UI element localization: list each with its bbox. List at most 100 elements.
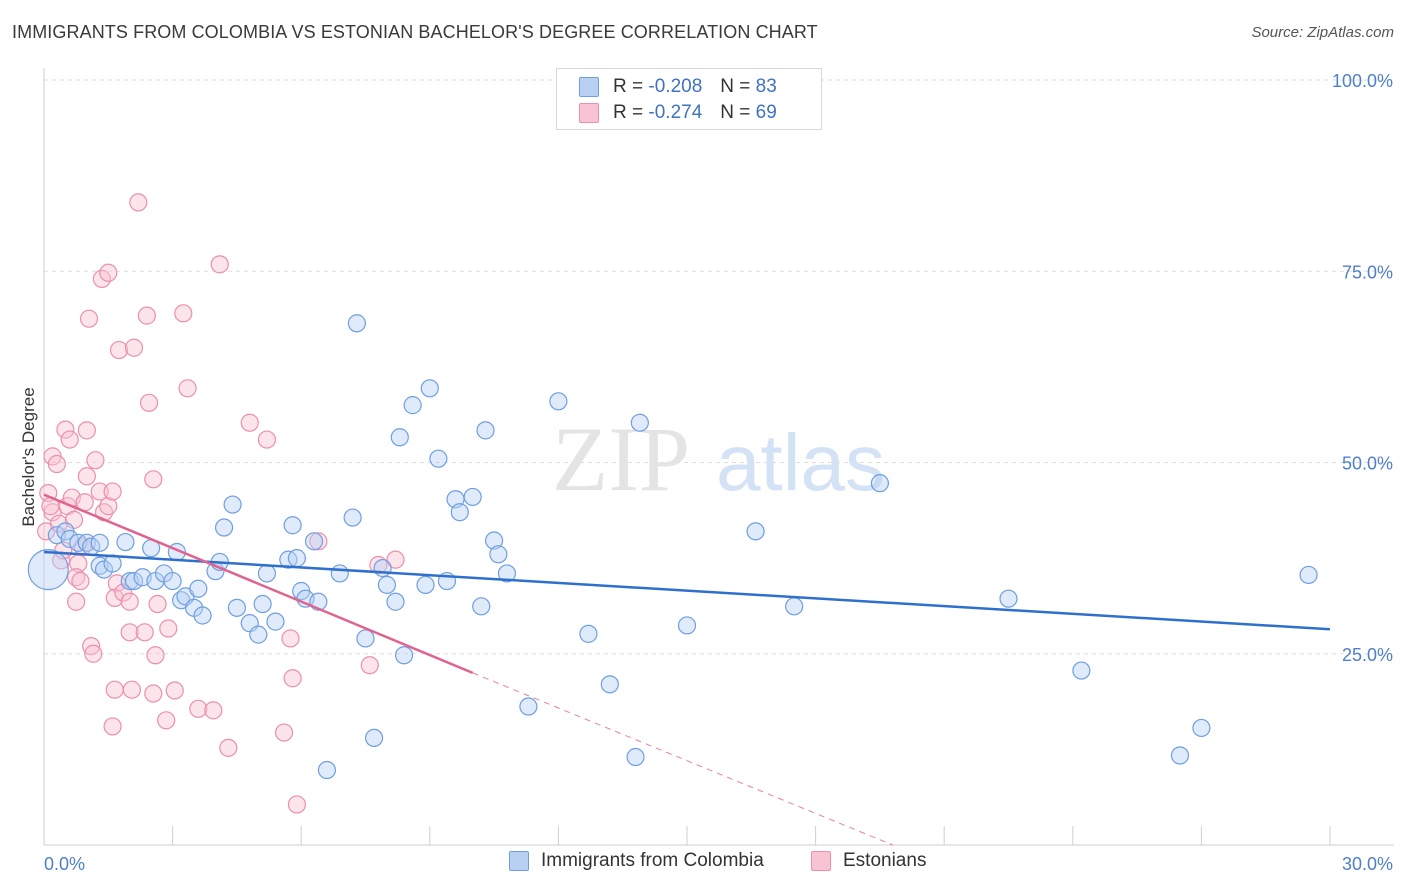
estonians-point bbox=[257, 430, 277, 449]
colombia-point bbox=[60, 529, 79, 549]
estonians-point bbox=[139, 393, 159, 412]
estonians-trend-line bbox=[43, 493, 474, 675]
legend-label-colombia: Immigrants from Colombia bbox=[541, 850, 764, 871]
y-tick-label: 100.0% bbox=[1332, 71, 1393, 91]
estonians-point bbox=[124, 338, 144, 357]
colombia-point bbox=[214, 518, 234, 537]
estonians-point bbox=[386, 550, 405, 569]
colombia-point bbox=[330, 564, 349, 583]
legend-item-colombia: Immigrants from Colombia bbox=[509, 850, 764, 872]
colombia-point bbox=[785, 597, 804, 616]
colombia-point bbox=[472, 597, 491, 616]
colombia-point bbox=[489, 545, 508, 564]
estonians-point bbox=[56, 420, 75, 439]
estonians-point bbox=[174, 304, 193, 323]
colombia-point bbox=[257, 564, 277, 583]
colombia-point bbox=[1299, 565, 1318, 585]
colombia-trend-line bbox=[43, 550, 1331, 631]
colombia-point bbox=[266, 612, 285, 631]
estonians-point bbox=[144, 684, 163, 703]
estonians-point bbox=[60, 430, 79, 449]
estonians-point bbox=[135, 623, 154, 642]
colombia-point bbox=[519, 697, 538, 716]
colombia-point bbox=[1072, 661, 1091, 680]
estonians-point bbox=[165, 681, 184, 700]
estonians-point bbox=[144, 470, 163, 489]
estonians-point bbox=[309, 532, 328, 551]
estonians-trend-extension bbox=[472, 672, 893, 846]
estonians-point bbox=[157, 711, 176, 730]
colombia-point bbox=[223, 495, 242, 514]
legend-n-label: N = bbox=[720, 76, 751, 97]
estonians-point bbox=[47, 454, 66, 474]
estonians-point bbox=[77, 467, 96, 486]
colombia-point bbox=[189, 579, 208, 598]
colombia-point bbox=[420, 379, 439, 398]
estonians-point bbox=[103, 482, 122, 501]
colombia-point bbox=[377, 575, 397, 595]
colombia-point bbox=[163, 571, 182, 591]
estonians-point bbox=[281, 629, 300, 648]
estonians-point bbox=[77, 421, 96, 440]
legend-r-label: R = bbox=[613, 76, 644, 97]
estonians-point bbox=[67, 592, 86, 611]
colombia-point bbox=[386, 592, 405, 611]
estonians-point bbox=[204, 701, 223, 720]
estonians-point bbox=[103, 717, 122, 736]
tick-labels: 25.0% 50.0% 75.0% 100.0% 0.0% 30.0% bbox=[44, 71, 1393, 874]
legend-n-value: 69 bbox=[755, 102, 777, 123]
estonians-point bbox=[178, 379, 197, 398]
legend-swatch-colombia bbox=[579, 77, 599, 97]
colombia-point bbox=[463, 487, 482, 507]
colombia-point bbox=[450, 503, 469, 522]
estonians-point bbox=[137, 306, 156, 325]
legend-r-value: -0.274 bbox=[648, 102, 703, 123]
legend-r-value: -0.208 bbox=[648, 76, 703, 97]
colombia-point bbox=[1192, 718, 1211, 738]
estonians-point bbox=[114, 583, 133, 602]
estonians-point bbox=[109, 340, 129, 360]
colombia-point bbox=[343, 508, 362, 527]
legend-swatch-estonians bbox=[579, 103, 599, 123]
legend-swatch-estonians bbox=[811, 851, 831, 871]
colombia-point bbox=[287, 549, 307, 568]
colombia-point bbox=[549, 392, 568, 411]
colombia-point bbox=[429, 449, 448, 468]
estonians-point bbox=[240, 413, 259, 432]
source-credit: Source: ZipAtlas.com bbox=[1251, 24, 1394, 41]
colombia-point bbox=[497, 564, 517, 583]
estonians-point bbox=[219, 738, 238, 757]
estonians-point bbox=[129, 193, 148, 212]
colombia-point bbox=[630, 413, 649, 432]
estonians-point bbox=[283, 669, 302, 688]
y-tick-label: 75.0% bbox=[1342, 262, 1393, 282]
colombia-point bbox=[90, 533, 109, 552]
y-tick-label: 25.0% bbox=[1342, 645, 1393, 665]
colombia-point bbox=[677, 616, 697, 635]
colombia-point bbox=[390, 428, 409, 447]
grid-lines bbox=[44, 79, 1394, 655]
x-tick-label: 0.0% bbox=[44, 854, 85, 874]
estonians-point bbox=[86, 451, 105, 470]
legend-n-value: 83 bbox=[755, 76, 777, 97]
estonians-point bbox=[274, 723, 294, 742]
estonians-point bbox=[148, 594, 167, 614]
estonians-point bbox=[189, 699, 208, 718]
estonians-point bbox=[120, 623, 139, 642]
legend-n-label: N = bbox=[720, 102, 751, 123]
estonians-point bbox=[210, 255, 229, 274]
estonians-point bbox=[105, 588, 124, 608]
estonians-points bbox=[37, 193, 405, 814]
estonians-point bbox=[360, 656, 379, 675]
colombia-point bbox=[356, 629, 375, 648]
colombia-point bbox=[476, 421, 495, 440]
watermark: ZIP atlas bbox=[552, 408, 885, 510]
colombia-point bbox=[116, 532, 135, 552]
colombia-point bbox=[124, 571, 144, 591]
colombia-point bbox=[317, 760, 337, 780]
colombia-point bbox=[373, 558, 392, 578]
colombia-point bbox=[304, 532, 324, 551]
chart-title: IMMIGRANTS FROM COLOMBIA VS ESTONIAN BAC… bbox=[12, 22, 818, 42]
y-axis-label: Bachelor's Degree bbox=[19, 387, 38, 526]
